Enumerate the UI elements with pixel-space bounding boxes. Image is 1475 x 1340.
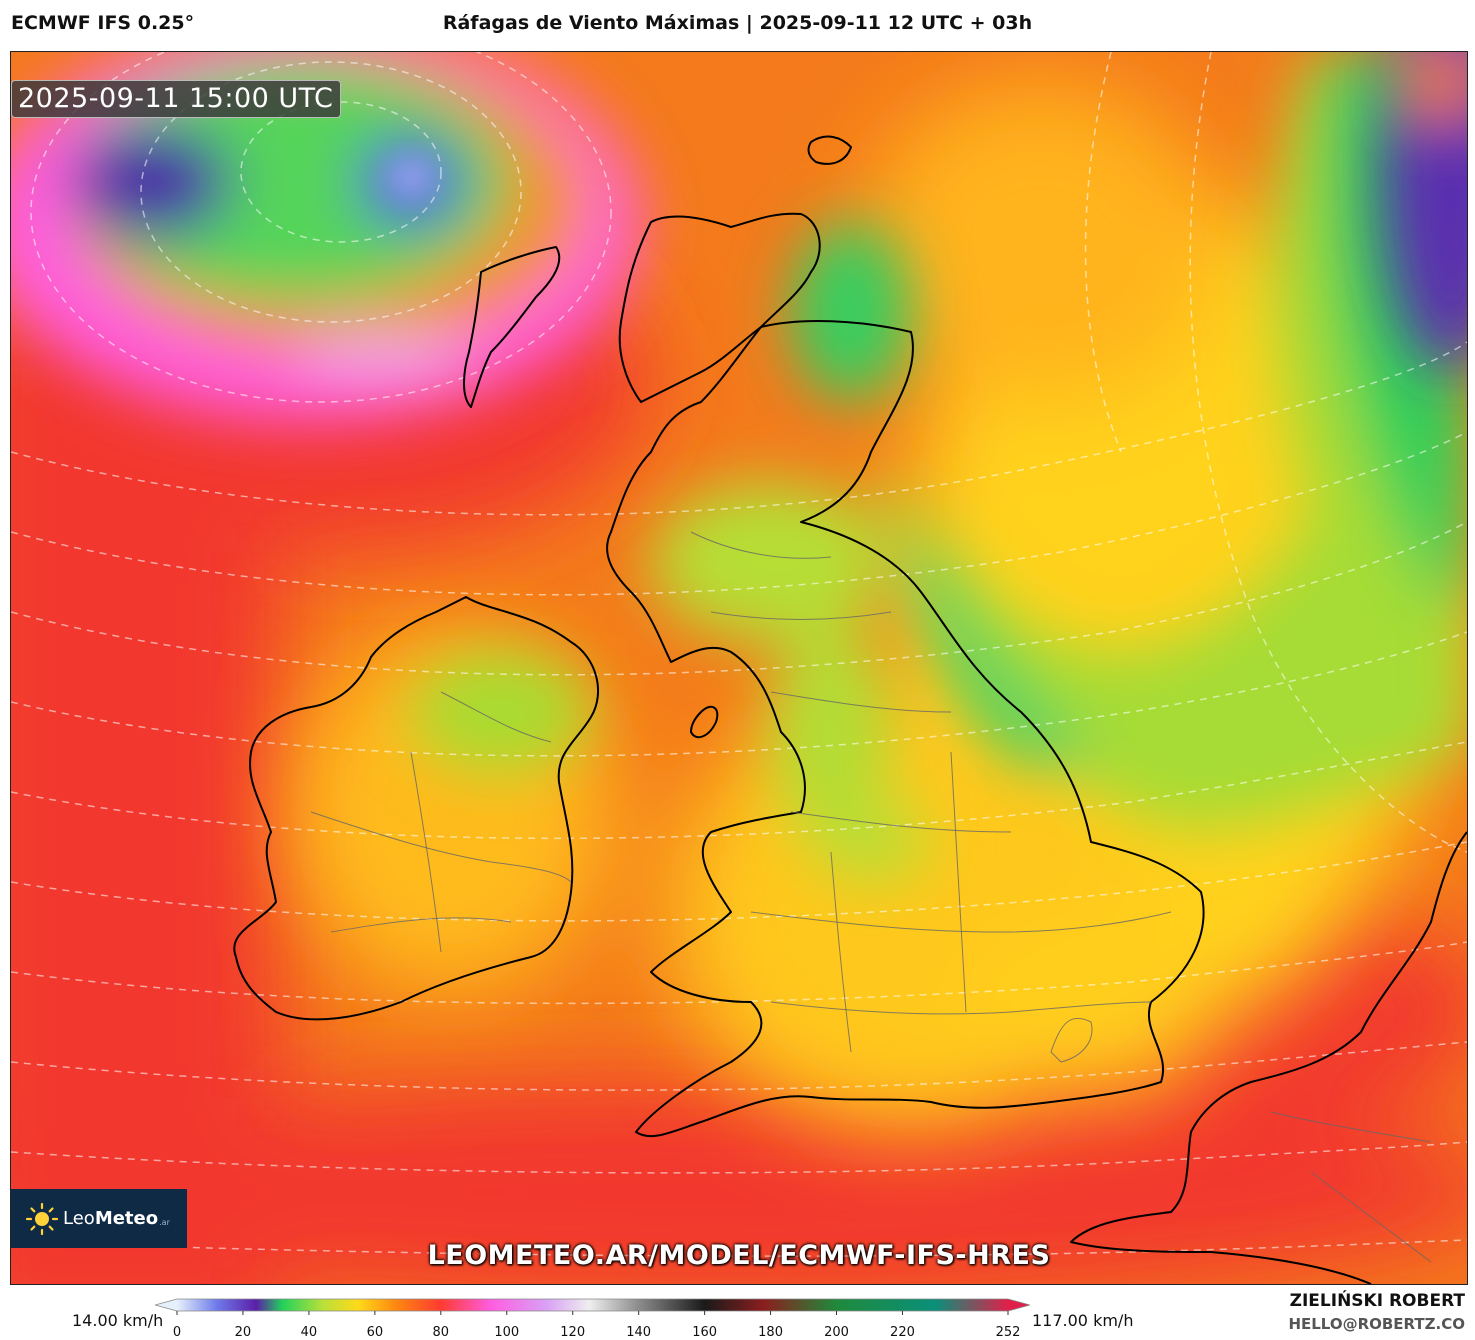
coast-hebrides <box>463 246 561 408</box>
isobar <box>11 521 1467 676</box>
colorbar-tick-label: 160 <box>692 1325 718 1340</box>
coast-isle-of-man <box>690 705 719 739</box>
admin-border <box>750 911 1172 933</box>
isobar <box>11 1239 1467 1257</box>
field-green-scotland <box>791 222 911 402</box>
coast-continent <box>1070 831 1467 1284</box>
field-light-low <box>389 159 433 195</box>
field-yellow-eastgb <box>961 922 1221 1102</box>
colorbar-tick-label: 220 <box>890 1325 915 1340</box>
colorbar-tick-label: 60 <box>366 1325 384 1340</box>
admin-border <box>790 811 1012 833</box>
colorbar-tick-label: 140 <box>626 1325 652 1340</box>
colorbar-tick-label: 80 <box>432 1325 450 1340</box>
isobar <box>11 631 1467 757</box>
admin-border <box>770 1001 1152 1015</box>
admin-border <box>1310 1171 1432 1263</box>
logo-wordmark: LeoMeteo <box>63 1208 158 1229</box>
isobar <box>1084 52 1122 453</box>
admin-border <box>330 917 512 933</box>
admin-border <box>1050 1017 1093 1063</box>
isobar <box>11 1041 1467 1091</box>
author-email[interactable]: HELLO@ROBERTZ.CO <box>1288 1315 1465 1333</box>
admin-border <box>830 851 852 1053</box>
colorbar-tick-label: 40 <box>300 1325 318 1340</box>
coast-orkney <box>807 135 852 165</box>
colorbar-tick-label: 100 <box>494 1325 520 1340</box>
colorbar-tick-label: 200 <box>824 1325 849 1340</box>
colorbar-bar <box>155 1298 1030 1312</box>
isobar <box>1189 52 1467 853</box>
admin-border <box>770 691 952 713</box>
wind-gust-map <box>11 52 1467 1284</box>
isobar <box>11 741 1467 840</box>
isobar <box>11 941 1467 1005</box>
isobar <box>11 841 1467 922</box>
isobar <box>140 61 522 323</box>
admin-border <box>1270 1111 1432 1143</box>
field-yellow-north <box>861 82 1221 402</box>
field-purple-low <box>71 127 231 237</box>
field-orange-ne <box>1401 52 1467 122</box>
sun-icon <box>25 1202 59 1235</box>
admin-border <box>950 751 967 1013</box>
logo-light: Leo <box>63 1208 95 1229</box>
field-green-borders <box>651 482 891 642</box>
admin-border <box>710 611 892 620</box>
model-label: ECMWF IFS 0.25° <box>11 12 195 34</box>
field-green-pennines <box>771 622 891 842</box>
source-url-watermark: LEOMETEO.AR/MODEL/ECMWF-IFS-HRES <box>427 1240 1051 1271</box>
colorbar <box>155 1298 1030 1315</box>
valid-time-badge: 2025-09-11 15:00 UTC <box>11 80 342 118</box>
colorbar-tick-label: 20 <box>234 1325 252 1340</box>
logo-bold: Meteo <box>94 1208 159 1229</box>
isobar <box>30 52 612 403</box>
map-panel[interactable]: 2025-09-11 15:00 UTC LeoMeteo .ar LEOMET… <box>10 51 1468 1285</box>
field-green-coast <box>908 532 1091 768</box>
coast-great-britain <box>606 320 1205 1138</box>
coast-ireland <box>233 596 600 1021</box>
map-title: Ráfagas de Viento Máximas | 2025-09-11 1… <box>442 12 1033 34</box>
admin-border <box>310 811 572 883</box>
isobar <box>11 341 1467 516</box>
colorbar-min-label: 14.00 km/h <box>72 1311 164 1330</box>
colorbar-ticks <box>176 1311 1009 1315</box>
field-lilac-band <box>291 338 471 366</box>
field-green-eastsea <box>871 52 1467 829</box>
field-purple-ne <box>1381 52 1467 372</box>
field-green-inner <box>71 62 511 302</box>
colorbar-max-label: 117.00 km/h <box>1032 1311 1134 1330</box>
leometeo-logo[interactable]: LeoMeteo .ar <box>11 1189 187 1248</box>
isobar <box>11 431 1467 596</box>
isobar <box>11 1141 1467 1174</box>
coast-n-scotland <box>618 212 821 403</box>
field-green-midlands <box>811 802 931 882</box>
admin-border <box>410 751 442 953</box>
field-red-south <box>11 1082 1467 1284</box>
colorbar-tick-label: 252 <box>995 1325 1021 1340</box>
colorbar-tick-label: 0 <box>172 1325 182 1340</box>
colorbar-tick-label: 120 <box>560 1325 586 1340</box>
field-green-n-ireland <box>411 652 591 772</box>
colorbar-tick-label: 180 <box>758 1325 783 1340</box>
author-credit: ZIELIŃSKI ROBERT <box>1289 1291 1465 1311</box>
logo-suffix: .ar <box>159 1218 170 1227</box>
admin-border <box>440 691 552 743</box>
admin-border <box>690 531 832 559</box>
